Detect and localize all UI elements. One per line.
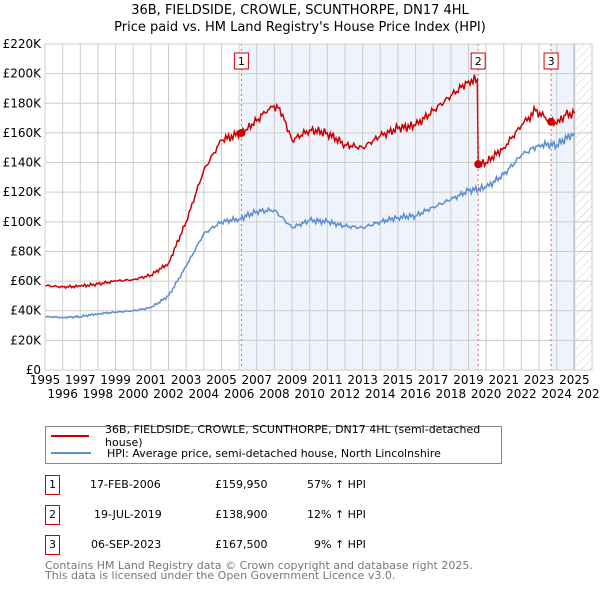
x-tick-label: 2000 — [118, 387, 149, 401]
sale-label-box — [470, 52, 486, 70]
chart-subtitle: Price paid vs. HM Land Registry's House … — [114, 20, 486, 35]
transaction-date: 19-JUL-2019 — [94, 508, 162, 521]
x-tick-label: 2026 — [577, 387, 600, 401]
legend: 36B, FIELDSIDE, CROWLE, SCUNTHORPE, DN17… — [45, 423, 502, 464]
x-tick-label: 2023 — [524, 373, 555, 387]
x-tick-label: 2016 — [400, 387, 431, 401]
sale-point — [237, 128, 246, 137]
x-tick-label: 2009 — [277, 373, 308, 387]
x-tick-label: 2014 — [365, 387, 396, 401]
sale-label-box — [543, 52, 559, 70]
transaction-row: 3 06-SEP-2023 £167,500 9% ↑ HPI — [45, 535, 495, 555]
x-tick-label: 2015 — [383, 373, 414, 387]
y-tick-label: £160K — [3, 126, 43, 140]
y-tick-label: £20K — [10, 333, 42, 347]
y-tick-label: £200K — [3, 67, 43, 81]
transaction-number: 1 — [45, 475, 60, 495]
legend-label-property: 36B, FIELDSIDE, CROWLE, SCUNTHORPE, DN17… — [105, 423, 481, 449]
x-tick-label: 2002 — [153, 387, 184, 401]
x-tick-label: 2021 — [489, 373, 520, 387]
x-tick-label: 2025 — [559, 373, 590, 387]
legend-item-property: 36B, FIELDSIDE, CROWLE, SCUNTHORPE, DN17… — [46, 423, 501, 449]
hpi-line — [44, 132, 576, 319]
x-tick-label: 2007 — [241, 373, 272, 387]
y-tick-label: £180K — [3, 96, 43, 110]
x-tick-label: 2012 — [330, 387, 361, 401]
property-price-line — [44, 74, 576, 290]
x-tick-label: 2024 — [541, 387, 572, 401]
x-tick-label: 2004 — [189, 387, 220, 401]
transaction-price: £159,950 — [215, 478, 268, 491]
sale-label-box — [233, 52, 249, 70]
x-tick-label: 1998 — [83, 387, 114, 401]
sale-point — [547, 117, 556, 126]
x-tick-label: 2020 — [471, 387, 502, 401]
transaction-date: 06-SEP-2023 — [91, 538, 162, 551]
y-tick-label: £60K — [10, 274, 42, 288]
transaction-hpi: 57% ↑ HPI — [307, 478, 366, 491]
legend-swatch-hpi — [51, 452, 91, 454]
x-tick-label: 2001 — [136, 373, 167, 387]
x-tick-label: 1997 — [65, 373, 96, 387]
y-tick-label: £220K — [3, 37, 43, 51]
y-tick-label: £140K — [3, 156, 43, 170]
price-chart: 1995199619971998199920002001200220032004… — [3, 37, 600, 401]
plot-border — [44, 43, 593, 371]
forecast-hatch — [574, 44, 592, 370]
transaction-hpi: 9% ↑ HPI — [314, 538, 366, 551]
chart-title: 36B, FIELDSIDE, CROWLE, SCUNTHORPE, DN17… — [131, 3, 469, 18]
transaction-price: £138,900 — [215, 508, 268, 521]
transaction-number: 3 — [45, 535, 60, 555]
x-tick-label: 2008 — [259, 387, 290, 401]
y-tick-label: £0 — [26, 363, 41, 377]
y-tick-label: £40K — [10, 304, 42, 318]
footer: Contains HM Land Registry data © Crown c… — [45, 559, 473, 582]
legend-swatch-property — [51, 435, 90, 437]
sale-label: 3 — [548, 55, 555, 68]
x-tick-label: 2022 — [506, 387, 537, 401]
sale-label: 2 — [475, 55, 482, 68]
footer-copyright: Contains HM Land Registry data © Crown c… — [45, 559, 473, 572]
x-tick-label: 2003 — [171, 373, 202, 387]
sale-point — [474, 160, 483, 169]
sale-label: 1 — [238, 55, 245, 68]
x-tick-label: 1995 — [30, 373, 61, 387]
x-tick-label: 2005 — [206, 373, 237, 387]
x-tick-label: 1999 — [100, 373, 131, 387]
y-tick-label: £80K — [10, 244, 42, 258]
transaction-date: 17-FEB-2006 — [90, 478, 161, 491]
y-tick-label: £100K — [3, 215, 43, 229]
legend-label-hpi: HPI: Average price, semi-detached house,… — [107, 446, 441, 460]
x-tick-label: 1996 — [47, 387, 78, 401]
ownership-shade — [241, 44, 479, 370]
legend-item-hpi: HPI: Average price, semi-detached house,… — [46, 445, 441, 461]
x-tick-label: 2018 — [436, 387, 467, 401]
x-tick-label: 2017 — [418, 373, 449, 387]
x-tick-label: 2013 — [347, 373, 378, 387]
transaction-hpi: 12% ↑ HPI — [307, 508, 366, 521]
y-tick-label: £120K — [3, 185, 43, 199]
footer-licence: This data is licensed under the Open Gov… — [45, 569, 396, 582]
transaction-price: £167,500 — [215, 538, 268, 551]
transaction-row: 1 17-FEB-2006 £159,950 57% ↑ HPI — [45, 475, 495, 495]
x-tick-label: 2019 — [453, 373, 484, 387]
x-tick-label: 2006 — [224, 387, 255, 401]
transaction-row: 2 19-JUL-2019 £138,900 12% ↑ HPI — [45, 505, 495, 525]
x-tick-label: 2011 — [312, 373, 343, 387]
x-tick-label: 2010 — [294, 387, 325, 401]
ownership-shade — [551, 44, 575, 370]
transaction-number: 2 — [45, 505, 60, 525]
